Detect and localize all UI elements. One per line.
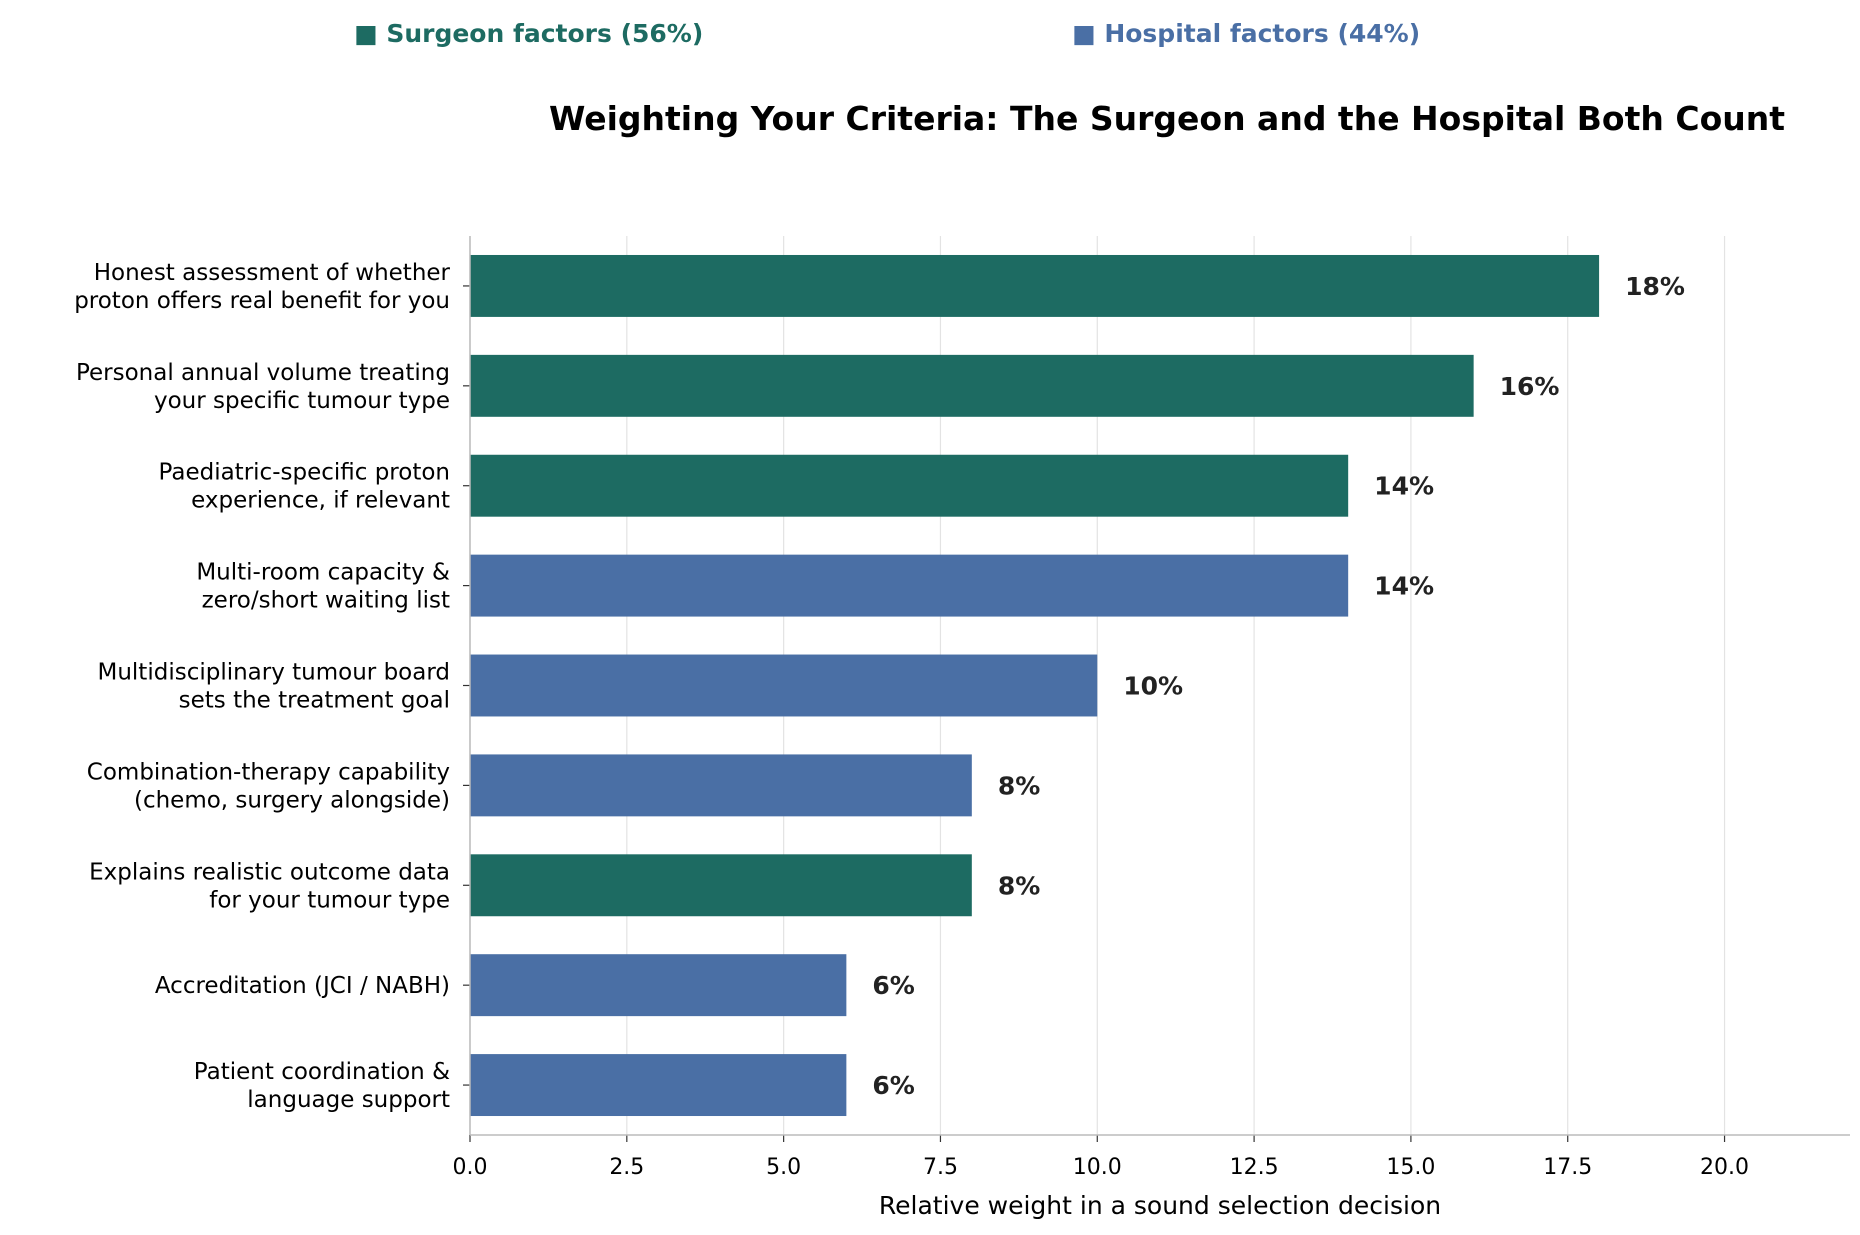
bar (470, 654, 1098, 717)
bar (470, 854, 972, 917)
value-label: 18% (1625, 272, 1685, 301)
value-label: 14% (1374, 572, 1434, 601)
value-label: 8% (998, 871, 1040, 900)
x-tick-label: 2.5 (609, 1155, 644, 1180)
x-tick-label: 17.5 (1543, 1155, 1592, 1180)
x-axis-label: Relative weight in a sound selection dec… (879, 1191, 1441, 1220)
value-label: 8% (998, 771, 1040, 800)
category-label: Combination-therapy capability (chemo, su… (87, 759, 450, 813)
value-label: 16% (1500, 372, 1560, 401)
category-labels: Honest assessment of whether proton offer… (74, 260, 450, 1113)
legend: ■ Surgeon factors (56%) ■ Hospital facto… (354, 19, 1420, 48)
bar (470, 354, 1474, 417)
x-tick-label: 12.5 (1230, 1155, 1279, 1180)
value-label: 6% (872, 971, 914, 1000)
bar (470, 754, 972, 817)
category-label: Honest assessment of whether proton offer… (74, 260, 450, 314)
bar (470, 254, 1600, 317)
x-tick-label: 15.0 (1386, 1155, 1435, 1180)
x-tick-label: 7.5 (923, 1155, 958, 1180)
bars (470, 254, 1600, 1117)
value-label: 14% (1374, 472, 1434, 501)
x-tick-label: 5.0 (766, 1155, 801, 1180)
category-label: Explains realistic outcome data for your … (89, 859, 450, 913)
category-label: Paediatric-specific proton experience, if… (159, 460, 450, 514)
value-labels: 18% 16% 14% 14% 10% 8% 8% 6% 6% (872, 272, 1685, 1100)
bar (470, 954, 847, 1017)
x-tick-label: 20.0 (1700, 1155, 1749, 1180)
bar (470, 1054, 847, 1117)
category-label: Patient coordination & language support (194, 1059, 450, 1113)
legend-surgeon-factors: ■ Surgeon factors (56%) (354, 19, 703, 48)
chart-title: Weighting Your Criteria: The Surgeon and… (549, 99, 1785, 138)
x-tick-labels: 0.0 2.5 5.0 7.5 10.0 12.5 15.0 17.5 20.0 (453, 1155, 1750, 1180)
legend-hospital-factors: ■ Hospital factors (44%) (1072, 19, 1420, 48)
x-tick-label: 0.0 (453, 1155, 488, 1180)
x-tick-label: 10.0 (1073, 1155, 1122, 1180)
category-label: Multi-room capacity & zero/short waiting … (196, 560, 450, 614)
category-label: Accreditation (JCI / NABH) (155, 973, 450, 999)
axes (463, 236, 1850, 1142)
value-label: 10% (1123, 672, 1183, 701)
bar (470, 454, 1349, 517)
category-label: Personal annual volume treating your spec… (76, 360, 450, 414)
value-label: 6% (872, 1071, 914, 1100)
category-label: Multidisciplinary tumour board sets the t… (98, 660, 451, 714)
bar (470, 554, 1349, 617)
